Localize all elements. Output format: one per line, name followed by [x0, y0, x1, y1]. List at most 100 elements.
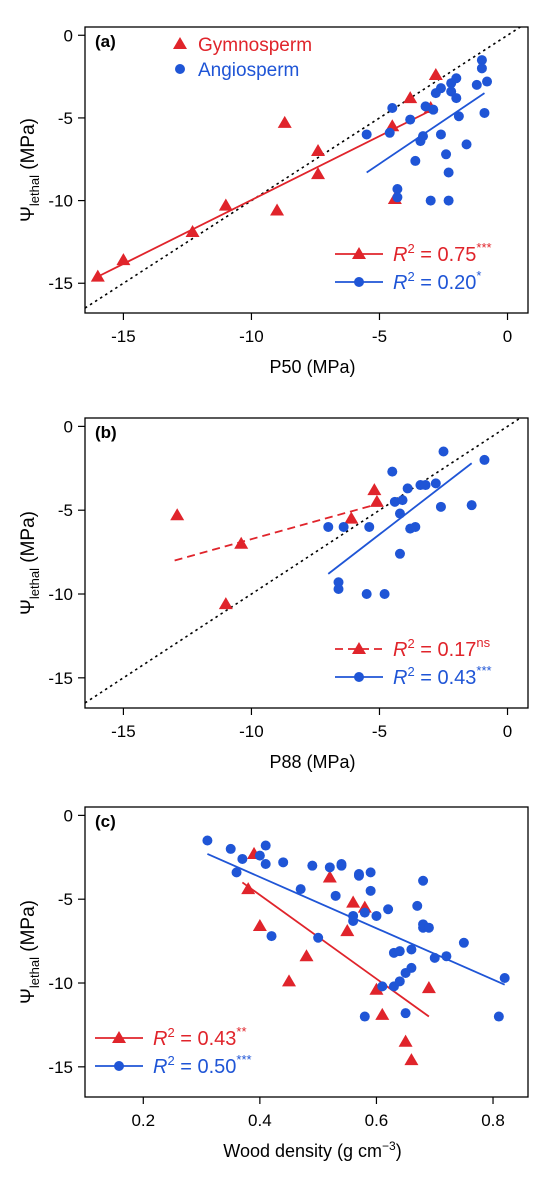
y-tick-label: -10 — [48, 974, 73, 993]
series-gymnosperm — [91, 68, 443, 282]
y-tick-label: -5 — [58, 109, 73, 128]
x-tick-label: 0 — [503, 722, 512, 741]
data-point-circle — [444, 167, 454, 177]
legend-triangle-icon — [173, 37, 187, 49]
data-point-circle — [296, 884, 306, 894]
data-point-circle — [255, 851, 265, 861]
data-point-triangle — [311, 144, 325, 156]
x-tick-label: 0.2 — [131, 1111, 155, 1130]
data-point-circle — [336, 859, 346, 869]
data-point-circle — [360, 1012, 370, 1022]
legend-triangle-icon — [352, 247, 366, 259]
data-point-triangle — [278, 116, 292, 128]
r2-legend-gymnosperm: R2 = 0.75*** — [335, 240, 492, 266]
data-point-triangle — [170, 508, 184, 520]
data-point-circle — [406, 963, 416, 973]
y-axis-label: Ψlethal (MPa) — [18, 118, 42, 222]
data-point-circle — [354, 869, 364, 879]
data-point-circle — [331, 891, 341, 901]
y-tick-label: 0 — [64, 806, 73, 825]
data-point-triangle — [403, 91, 417, 103]
data-point-circle — [395, 946, 405, 956]
data-point-circle — [441, 149, 451, 159]
panel-label: (c) — [95, 812, 116, 831]
data-point-circle — [418, 876, 428, 886]
y-tick-label: -5 — [58, 890, 73, 909]
data-point-circle — [494, 1012, 504, 1022]
data-point-circle — [385, 128, 395, 138]
data-point-triangle — [234, 537, 248, 549]
data-point-triangle — [116, 253, 130, 265]
r2-text: R2 = 0.43*** — [393, 663, 492, 689]
fit-line — [175, 503, 380, 560]
data-point-circle — [371, 911, 381, 921]
data-point-circle — [410, 156, 420, 166]
panel-label: (a) — [95, 32, 116, 51]
data-point-circle — [462, 139, 472, 149]
legend-circle-icon — [114, 1061, 124, 1071]
data-point-circle — [267, 931, 277, 941]
panel-2: 0-5-10-15-15 -10 -5 0P88 (MPa)Ψlethal (MPa)… — [18, 417, 528, 772]
y-tick-label: 0 — [64, 26, 73, 45]
data-point-triangle — [253, 919, 267, 931]
y-tick-label: -10 — [48, 585, 73, 604]
data-point-circle — [401, 1008, 411, 1018]
data-point-circle — [438, 447, 448, 457]
data-point-triangle — [282, 974, 296, 986]
r2-text: R2 = 0.20* — [393, 268, 481, 294]
x-tick-label: -10 — [239, 722, 264, 741]
data-point-triangle — [300, 949, 314, 961]
data-point-circle — [348, 916, 358, 926]
x-tick-label: 0.8 — [481, 1111, 505, 1130]
data-point-circle — [360, 908, 370, 918]
data-point-circle — [398, 495, 408, 505]
panel-1: 0 -5 -10 -15 -15 -10 -5 0 P50 (MPa) Ψlethal (MPa)… — [18, 26, 528, 377]
legend-gymnosperm: Gymnosperm — [198, 35, 312, 56]
data-point-circle — [431, 478, 441, 488]
data-point-circle — [395, 976, 405, 986]
data-point-circle — [479, 108, 489, 118]
x-tick-label: -10 — [239, 327, 264, 346]
data-point-circle — [451, 93, 461, 103]
r2-legend-angiosperm: R2 = 0.50*** — [95, 1052, 252, 1078]
data-point-circle — [377, 981, 387, 991]
data-point-circle — [459, 938, 469, 948]
r2-legend-gymnosperm: R2 = 0.17ns — [335, 635, 491, 661]
data-point-circle — [334, 584, 344, 594]
data-point-circle — [364, 522, 374, 532]
data-point-circle — [421, 480, 431, 490]
series-gymnosperm — [170, 483, 384, 609]
plot-frame — [85, 27, 528, 313]
data-point-triangle — [429, 68, 443, 80]
data-point-circle — [441, 951, 451, 961]
panel-label: (b) — [95, 423, 117, 442]
y-tick-label: -15 — [48, 1058, 73, 1077]
data-point-triangle — [346, 896, 360, 908]
data-point-circle — [202, 836, 212, 846]
data-point-circle — [477, 63, 487, 73]
data-point-circle — [406, 944, 416, 954]
r2-text: R2 = 0.17ns — [393, 635, 491, 661]
data-point-circle — [395, 509, 405, 519]
data-point-circle — [278, 857, 288, 867]
data-point-circle — [454, 111, 464, 121]
x-tick-label: -15 — [111, 327, 136, 346]
data-point-circle — [261, 859, 271, 869]
data-point-circle — [387, 103, 397, 113]
data-point-triangle — [399, 1035, 413, 1047]
data-point-triangle — [404, 1053, 418, 1065]
data-point-triangle — [422, 981, 436, 993]
x-tick-label: -5 — [372, 722, 387, 741]
data-point-circle — [405, 115, 415, 125]
x-axis-label: P88 (MPa) — [269, 752, 355, 772]
data-point-circle — [472, 80, 482, 90]
data-point-circle — [436, 129, 446, 139]
x-tick-label: 0 — [503, 327, 512, 346]
r2-text: R2 = 0.75*** — [393, 240, 492, 266]
data-point-circle — [307, 861, 317, 871]
legend-circle-icon — [175, 64, 185, 74]
data-point-circle — [426, 196, 436, 206]
data-point-circle — [403, 483, 413, 493]
data-point-circle — [325, 862, 335, 872]
